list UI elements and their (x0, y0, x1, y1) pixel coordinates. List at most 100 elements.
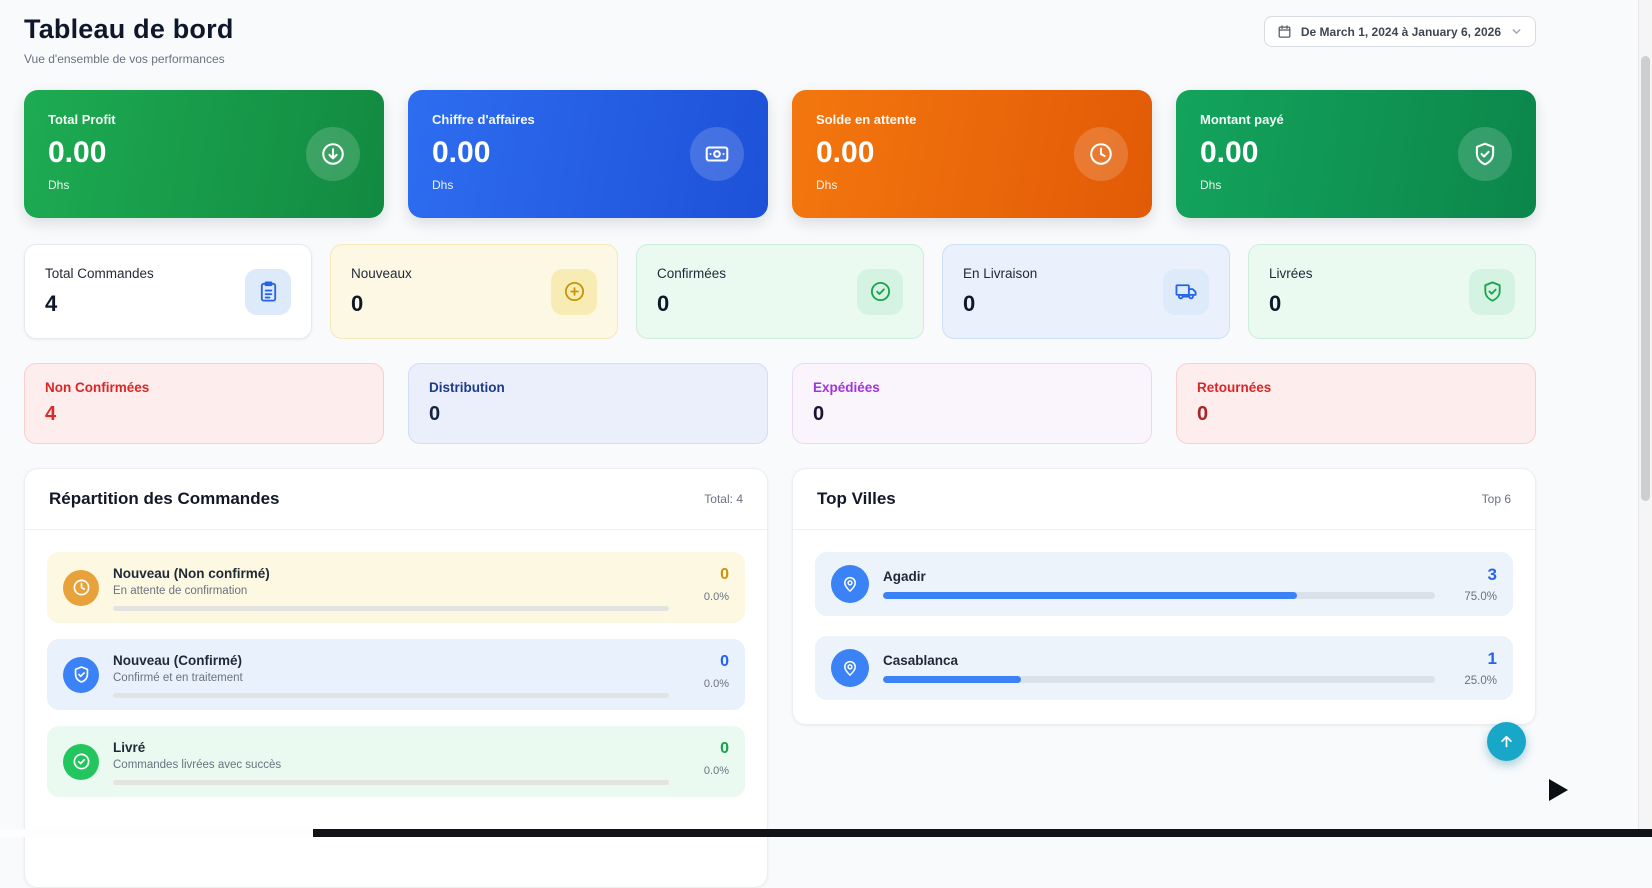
order-item-count: 0 (720, 566, 729, 583)
order-progress-track (113, 606, 669, 611)
truck-icon (1163, 268, 1209, 315)
status-cards-row: Non Confirmées 4 Distribution 0 Expédiée… (24, 363, 1536, 444)
order-progress-track (113, 693, 669, 698)
order-item-subtitle: Commandes livrées avec succès (113, 759, 282, 771)
stat-card-value: 0.00 (432, 136, 491, 169)
cursor-arrow-icon (1549, 779, 1568, 801)
scroll-to-top-button[interactable] (1487, 722, 1526, 761)
check-circle-icon (857, 268, 903, 315)
order-item-subtitle: En attente de confirmation (113, 585, 248, 597)
stat-card-text: Total Profit 0.00 Dhs (48, 112, 116, 196)
cities-panel-top-label: Top 6 (1481, 492, 1511, 506)
city-progress-fill (883, 592, 1297, 599)
date-range-label: De March 1, 2024 à January 6, 2026 (1300, 24, 1501, 39)
count-card-en-livraison: En Livraison 0 (942, 244, 1230, 339)
stat-card-currency: Dhs (1200, 178, 1222, 192)
plus-circle-icon (551, 268, 597, 315)
order-item-content: Nouveau (Non confirmé) En attente de con… (113, 564, 669, 611)
status-card-value: 0 (813, 403, 825, 425)
status-card-label: Distribution (429, 380, 505, 395)
stat-card-chiffre-affaires: Chiffre d'affaires 0.00 Dhs (408, 90, 768, 218)
stat-card-total-profit: Total Profit 0.00 Dhs (24, 90, 384, 218)
count-card-value: 0 (351, 291, 364, 316)
count-card-total-commandes: Total Commandes 4 (24, 244, 312, 339)
chevron-down-icon (1510, 25, 1523, 38)
map-pin-icon (831, 649, 869, 687)
city-item-content: Agadir (883, 569, 1435, 599)
order-status-item: Nouveau (Confirmé) Confirmé et en traite… (47, 639, 745, 710)
city-progress-fill (883, 676, 1021, 683)
page-title: Tableau de bord (24, 14, 234, 44)
calendar-icon (1277, 24, 1292, 39)
order-item-count: 0 (720, 740, 729, 757)
stat-card-label: Total Profit (48, 112, 116, 127)
status-card-retournees: Retournées 0 (1176, 363, 1536, 444)
shield-check-icon (63, 656, 99, 693)
count-card-text: Confirmées 0 (657, 266, 726, 317)
status-card-value: 0 (429, 403, 441, 425)
horizontal-scrollbar-thumb[interactable] (313, 829, 1652, 837)
stat-card-currency: Dhs (816, 178, 838, 192)
status-card-value: 0 (1197, 403, 1209, 425)
banknote-icon (690, 127, 744, 181)
order-item-stats: 0 0.0% (683, 738, 729, 785)
horizontal-scrollbar[interactable] (0, 829, 1652, 837)
map-pin-icon (831, 565, 869, 603)
order-item-count: 0 (720, 653, 729, 670)
arrow-up-icon (1498, 733, 1515, 750)
stat-card-text: Solde en attente 0.00 Dhs (816, 112, 916, 196)
order-item-percent: 0.0% (703, 765, 729, 777)
city-progress-track (883, 592, 1435, 599)
city-item-content: Casablanca (883, 653, 1435, 683)
order-item-title: Nouveau (Non confirmé) (113, 566, 270, 581)
order-status-item: Livré Commandes livrées avec succès 0 0.… (47, 726, 745, 797)
city-item: Casablanca 1 25.0% (815, 636, 1513, 700)
order-item-subtitle: Confirmé et en traitement (113, 672, 243, 684)
status-card-label: Expédiées (813, 380, 880, 395)
shield-check-icon (1469, 268, 1515, 315)
count-card-value: 4 (45, 291, 58, 316)
stat-card-text: Montant payé 0.00 Dhs (1200, 112, 1284, 196)
stat-card-label: Montant payé (1200, 112, 1284, 127)
clock-icon (1074, 127, 1128, 181)
vertical-scrollbar[interactable] (1638, 0, 1652, 837)
vertical-scrollbar-thumb[interactable] (1641, 56, 1650, 501)
city-name: Agadir (883, 569, 926, 584)
orders-panel-header: Répartition des Commandes Total: 4 (25, 469, 767, 530)
date-range-selector[interactable]: De March 1, 2024 à January 6, 2026 (1263, 16, 1536, 47)
stat-card-value: 0.00 (1200, 136, 1259, 169)
order-item-stats: 0 0.0% (683, 564, 729, 611)
clock-icon (63, 569, 99, 606)
count-card-text: Livrées 0 (1269, 266, 1313, 317)
count-card-label: En Livraison (963, 266, 1038, 281)
city-item-stats: 1 25.0% (1449, 649, 1497, 687)
order-item-stats: 0 0.0% (683, 651, 729, 698)
count-cards-row: Total Commandes 4 Nouveaux 0 Confirmées … (24, 244, 1536, 339)
count-card-text: Total Commandes 4 (45, 266, 154, 317)
count-card-confirmees: Confirmées 0 (636, 244, 924, 339)
order-item-title: Nouveau (Confirmé) (113, 653, 243, 668)
page-header-text: Tableau de bord Vue d'ensemble de vos pe… (24, 14, 234, 66)
stat-card-value: 0.00 (48, 136, 107, 169)
stat-card-label: Solde en attente (816, 112, 917, 127)
stat-card-value: 0.00 (816, 136, 875, 169)
page-header: Tableau de bord Vue d'ensemble de vos pe… (24, 14, 1536, 66)
clipboard-icon (245, 268, 291, 315)
count-card-text: Nouveaux 0 (351, 266, 412, 317)
stat-card-currency: Dhs (432, 178, 454, 192)
count-card-label: Nouveaux (351, 266, 412, 281)
status-card-label: Non Confirmées (45, 380, 150, 395)
city-item-stats: 3 75.0% (1449, 565, 1497, 603)
dashboard-page: Tableau de bord Vue d'ensemble de vos pe… (24, 14, 1536, 888)
count-card-label: Confirmées (657, 266, 727, 281)
bottom-panels: Répartition des Commandes Total: 4 Nouve… (24, 468, 1536, 888)
page-subtitle: Vue d'ensemble de vos performances (24, 52, 225, 66)
stat-card-montant-paye: Montant payé 0.00 Dhs (1176, 90, 1536, 218)
cities-panel-body: Agadir 3 75.0% Casablanca (793, 530, 1535, 724)
city-percent: 25.0% (1464, 675, 1497, 687)
city-count: 1 (1487, 649, 1497, 668)
stat-card-solde-attente: Solde en attente 0.00 Dhs (792, 90, 1152, 218)
order-status-item: Nouveau (Non confirmé) En attente de con… (47, 552, 745, 623)
stat-card-currency: Dhs (48, 178, 70, 192)
count-card-livrees: Livrées 0 (1248, 244, 1536, 339)
